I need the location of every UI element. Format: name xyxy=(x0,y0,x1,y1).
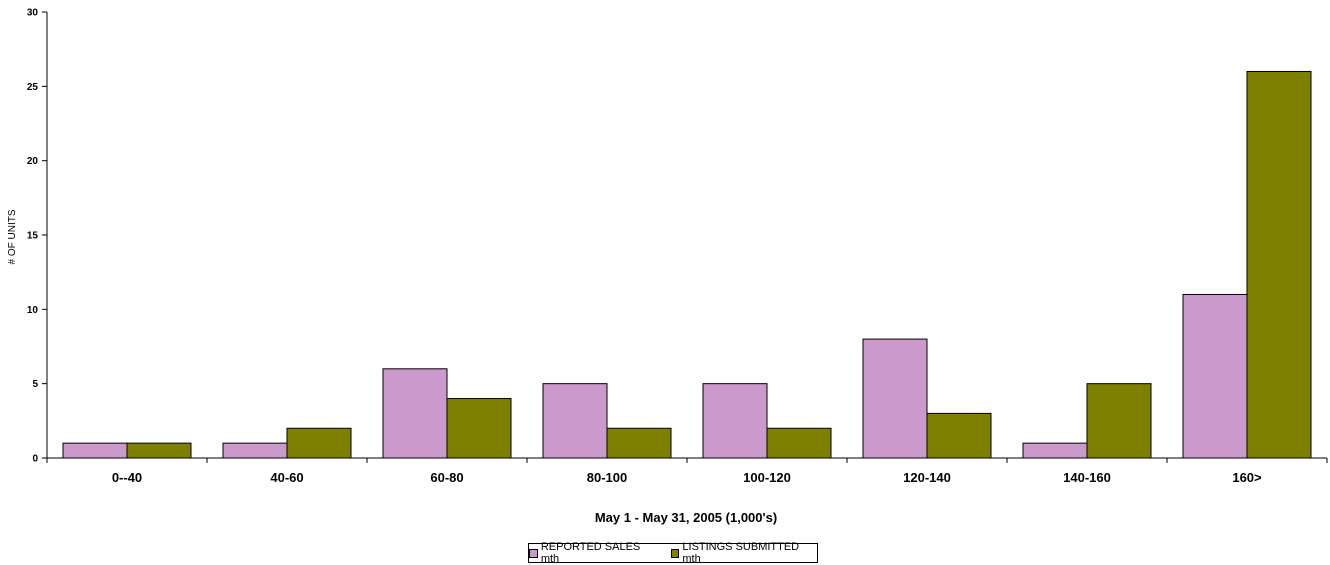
y-tick-label: 5 xyxy=(32,379,38,390)
bar-listings-submitted-mth xyxy=(126,442,192,459)
y-tick-label: 25 xyxy=(27,82,39,93)
y-tick-label: 0 xyxy=(32,454,38,465)
category-label: 0--40 xyxy=(112,470,142,485)
bar-reported-sales-mth xyxy=(702,383,768,459)
y-tick-label: 20 xyxy=(27,156,39,167)
bar-listings-submitted-mth xyxy=(1086,383,1152,459)
bar-reported-sales-mth xyxy=(542,383,608,459)
legend-item-listings-submitted: LISTINGS SUBMITTED mth xyxy=(670,541,817,565)
x-axis-title: May 1 - May 31, 2005 (1,000's) xyxy=(595,510,777,525)
legend-swatch-reported-sales xyxy=(529,548,538,558)
category-label: 100-120 xyxy=(743,470,791,485)
bar-reported-sales-mth xyxy=(62,442,128,459)
y-tick-label: 30 xyxy=(27,8,39,19)
legend: REPORTED SALES mth LISTINGS SUBMITTED mt… xyxy=(528,541,818,565)
bar-listings-submitted-mth xyxy=(446,398,512,459)
x-axis: 0--40 40-60 60-80 80-100 100-120 120-140 140-1… xyxy=(46,457,1328,485)
y-tick-label: 15 xyxy=(27,231,39,242)
legend-swatch-listings-submitted xyxy=(670,548,680,558)
bar-listings-submitted-mth xyxy=(286,427,352,459)
category-label: 160> xyxy=(1232,470,1262,485)
bar-listings-submitted-mth xyxy=(766,427,832,459)
bar-listings-submitted-mth xyxy=(606,427,672,459)
y-tick-label: 10 xyxy=(27,305,39,316)
legend-label-reported-sales: REPORTED SALES mth xyxy=(540,541,641,565)
legend-item-reported-sales: REPORTED SALES mth xyxy=(529,541,659,565)
y-axis-title: # OF UNITS xyxy=(7,209,18,264)
bar-reported-sales-mth xyxy=(222,442,288,459)
category-label: 40-60 xyxy=(270,470,303,485)
category-label: 60-80 xyxy=(430,470,463,485)
bar-listings-submitted-mth xyxy=(926,412,992,459)
category-label: 140-160 xyxy=(1063,470,1111,485)
bar-listings-submitted-mth xyxy=(1246,70,1312,459)
category-label: 120-140 xyxy=(903,470,951,485)
bars xyxy=(62,70,1312,459)
bar-reported-sales-mth xyxy=(862,338,928,459)
bar-reported-sales-mth xyxy=(1182,293,1248,459)
legend-label-listings-submitted: LISTINGS SUBMITTED mth xyxy=(682,541,800,565)
y-axis: 0 5 10 15 20 25 30 xyxy=(27,8,48,465)
bar-reported-sales-mth xyxy=(382,368,448,459)
bar-reported-sales-mth xyxy=(1022,442,1088,459)
category-label: 80-100 xyxy=(587,470,627,485)
